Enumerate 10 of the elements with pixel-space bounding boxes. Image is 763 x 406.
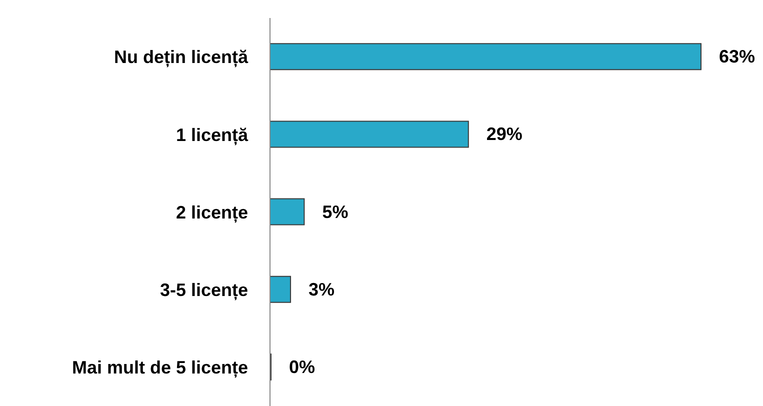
y-tick-label: 3-5 licențe xyxy=(160,280,248,301)
data-label: 29% xyxy=(486,124,522,144)
data-label: 0% xyxy=(289,357,316,378)
data-label: 63% xyxy=(719,46,756,67)
y-tick-label: Nu dețin licență xyxy=(114,47,249,68)
y-tick-label: 1 licență xyxy=(176,124,249,146)
y-tick-label: 2 licențe xyxy=(176,202,248,224)
data-label: 5% xyxy=(322,202,348,222)
data-label: 3% xyxy=(308,279,335,300)
y-tick-label: Mai mult de 5 licențe xyxy=(72,358,248,379)
